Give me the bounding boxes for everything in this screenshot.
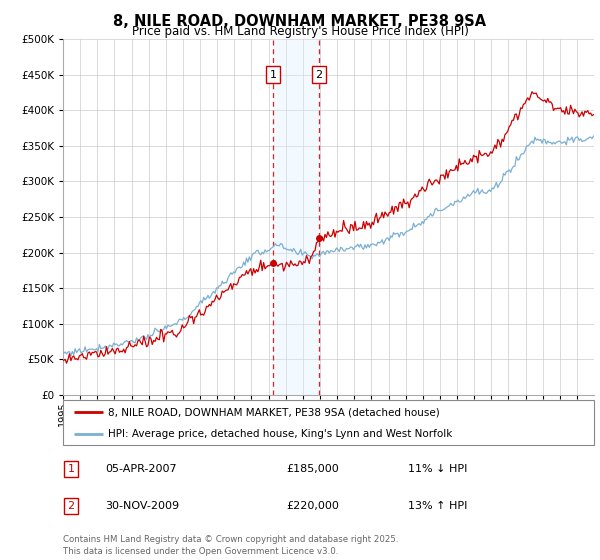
Text: 30-NOV-2009: 30-NOV-2009 [106, 501, 179, 511]
Text: Contains HM Land Registry data © Crown copyright and database right 2025.
This d: Contains HM Land Registry data © Crown c… [63, 535, 398, 556]
Text: 8, NILE ROAD, DOWNHAM MARKET, PE38 9SA: 8, NILE ROAD, DOWNHAM MARKET, PE38 9SA [113, 14, 487, 29]
Text: 1: 1 [67, 464, 74, 474]
Text: 1: 1 [270, 70, 277, 80]
Text: £185,000: £185,000 [286, 464, 339, 474]
Text: Price paid vs. HM Land Registry's House Price Index (HPI): Price paid vs. HM Land Registry's House … [131, 25, 469, 38]
Text: 05-APR-2007: 05-APR-2007 [106, 464, 177, 474]
Bar [273, 39, 319, 395]
Text: HPI: Average price, detached house, King's Lynn and West Norfolk: HPI: Average price, detached house, King… [108, 429, 452, 439]
FancyBboxPatch shape [63, 400, 594, 445]
Text: 8, NILE ROAD, DOWNHAM MARKET, PE38 9SA (detached house): 8, NILE ROAD, DOWNHAM MARKET, PE38 9SA (… [108, 408, 440, 418]
Text: 13% ↑ HPI: 13% ↑ HPI [408, 501, 467, 511]
Text: £220,000: £220,000 [286, 501, 339, 511]
Text: 2: 2 [315, 70, 322, 80]
Text: 11% ↓ HPI: 11% ↓ HPI [408, 464, 467, 474]
Text: 2: 2 [67, 501, 74, 511]
